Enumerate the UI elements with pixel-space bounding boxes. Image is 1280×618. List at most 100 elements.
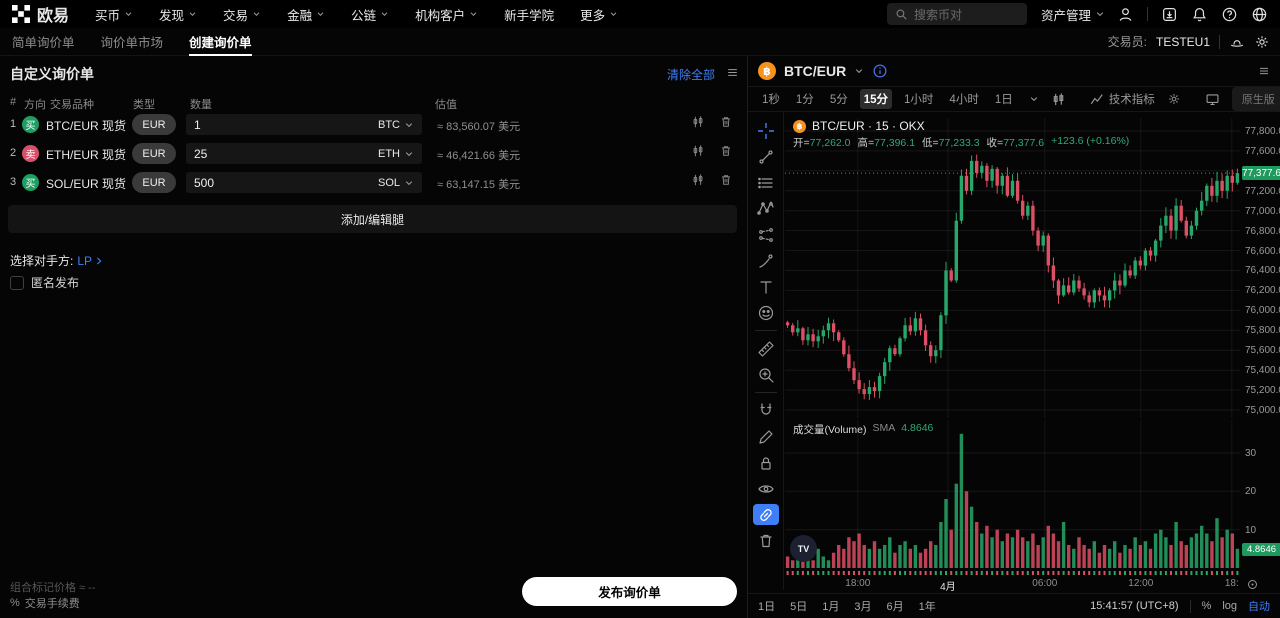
counterparty-link[interactable]: LP <box>77 254 104 268</box>
leg-delete-icon[interactable] <box>719 144 733 158</box>
anonymous-checkbox[interactable] <box>10 275 24 290</box>
menu-item-6[interactable]: 机构客户 <box>415 5 478 24</box>
trend-line-tool-icon[interactable] <box>753 146 779 167</box>
clear-all-link[interactable]: 清除全部 <box>666 68 715 82</box>
amount-input[interactable]: 1 BTC <box>186 114 422 135</box>
auto-scale-button[interactable]: 自动 <box>1248 601 1270 613</box>
range-3月[interactable]: 3月 <box>854 601 872 613</box>
leg-delete-icon[interactable] <box>719 115 733 129</box>
menu-item-8[interactable]: 更多 <box>580 5 618 24</box>
tradingview-logo[interactable]: TV <box>790 535 817 562</box>
eye-tool-icon[interactable] <box>753 478 779 499</box>
zoom-in-tool-icon[interactable] <box>753 364 779 385</box>
instrument-selector[interactable]: ETH/EUR 现货 <box>46 146 140 163</box>
interval-dropdown-icon[interactable] <box>1029 94 1039 104</box>
price-axis[interactable]: 77,800.0 77,600.0 77,200.0 77,000.0 76,800.0… <box>1242 114 1280 592</box>
range-5日[interactable]: 5日 <box>790 601 808 613</box>
instrument-label: ETH/EUR 现货 <box>46 148 127 162</box>
interval-1秒[interactable]: 1秒 <box>762 94 780 106</box>
range-1日[interactable]: 1日 <box>758 601 776 613</box>
help-icon[interactable] <box>1221 6 1238 23</box>
publish-rfq-button[interactable]: 发布询价单 <box>522 577 737 606</box>
interval-1小时[interactable]: 1小时 <box>904 94 934 106</box>
magnet-tool-icon[interactable] <box>753 400 779 421</box>
leg-chart-icon[interactable] <box>691 173 705 187</box>
native-version-tab[interactable]: 原生版 <box>1241 94 1275 106</box>
type-pill[interactable]: EUR <box>132 172 176 193</box>
ruler-tool-icon[interactable] <box>753 338 779 359</box>
menu-item-5[interactable]: 公链 <box>351 5 389 24</box>
globe-icon[interactable] <box>1251 6 1268 23</box>
candle-style-icon[interactable] <box>1051 92 1066 107</box>
tab-3[interactable]: 创建询价单 <box>187 28 254 56</box>
range-1月[interactable]: 1月 <box>822 601 840 613</box>
amount-input[interactable]: 500 SOL <box>186 172 422 193</box>
xabcd-pattern-tool-icon[interactable] <box>753 198 779 219</box>
range-1年[interactable]: 1年 <box>918 601 936 613</box>
instrument-selector[interactable]: BTC/EUR 现货 <box>46 117 140 134</box>
screenshot-icon[interactable] <box>1205 92 1220 107</box>
menu-item-2[interactable]: 发现 <box>159 5 197 24</box>
menu-item-7[interactable]: 新手学院 <box>504 5 554 24</box>
leg-chart-icon[interactable] <box>691 115 705 129</box>
indicator-settings-gear-icon[interactable] <box>1167 92 1181 106</box>
leg-chart-icon[interactable] <box>691 144 705 158</box>
chevron-down-icon[interactable] <box>854 66 864 76</box>
instrument-selector[interactable]: SOL/EUR 现货 <box>46 175 140 192</box>
interval-1分[interactable]: 1分 <box>795 94 814 106</box>
percent-scale-button[interactable]: % <box>1201 600 1212 612</box>
volume-chart[interactable] <box>785 420 1240 568</box>
chart-scrollbar-strip[interactable] <box>785 570 1240 576</box>
forecast-tool-icon[interactable] <box>753 224 779 245</box>
clock[interactable]: 15:41:57 (UTC+8) <box>1090 600 1179 612</box>
leg-delete-icon[interactable] <box>719 173 733 187</box>
emoji-tool-icon[interactable] <box>753 302 779 323</box>
leg-actions <box>691 144 733 158</box>
range-6月[interactable]: 6月 <box>886 601 904 613</box>
lock-tool-icon[interactable] <box>753 452 779 473</box>
text-tool-icon[interactable] <box>753 276 779 297</box>
amount-input[interactable]: 25 ETH <box>186 143 422 164</box>
type-pill[interactable]: EUR <box>132 114 176 135</box>
add-edit-legs-button[interactable]: 添加/编辑腿 <box>8 205 737 233</box>
search-box[interactable]: 搜索币对 <box>886 3 1027 25</box>
type-pill[interactable]: EUR <box>132 143 176 164</box>
currency-selector[interactable]: BTC <box>378 119 414 131</box>
chart-pair[interactable]: BTC/EUR <box>784 63 847 79</box>
download-icon[interactable] <box>1161 6 1178 23</box>
service-hat-icon[interactable] <box>1229 34 1245 50</box>
assets-dropdown[interactable]: 资产管理 <box>1041 5 1105 24</box>
brush-tool-icon[interactable] <box>753 250 779 271</box>
log-scale-button[interactable]: log <box>1222 600 1237 612</box>
currency-selector[interactable]: SOL <box>378 177 414 189</box>
horizontal-lines-tool-icon[interactable] <box>753 172 779 193</box>
interval-5分[interactable]: 5分 <box>829 94 848 106</box>
pencil-tool-icon[interactable] <box>753 426 779 447</box>
candlestick-chart[interactable] <box>785 118 1240 418</box>
panel-menu-icon[interactable] <box>1258 65 1270 77</box>
tab-2[interactable]: 询价单市场 <box>100 36 164 50</box>
bell-icon[interactable] <box>1191 6 1208 23</box>
gear-icon[interactable] <box>1254 34 1270 50</box>
link-tool-icon[interactable] <box>752 504 779 525</box>
trash-tool-icon[interactable] <box>753 530 779 551</box>
user-icon[interactable] <box>1117 6 1134 23</box>
time-axis[interactable]: 18:00 4月 06:00 12:00 18: <box>785 576 1240 593</box>
side-badge-buy: 买 <box>22 116 39 133</box>
info-icon[interactable] <box>872 63 888 79</box>
tab-1[interactable]: 简单询价单 <box>12 36 75 50</box>
menu-item-1[interactable]: 买币 <box>95 5 133 24</box>
currency-selector[interactable]: ETH <box>378 148 414 160</box>
leg-index: 3 <box>10 176 17 188</box>
indicators-button[interactable]: 技术指标 <box>1090 91 1155 107</box>
crosshair-tool-icon[interactable] <box>753 120 779 141</box>
interval-1日[interactable]: 1日 <box>994 94 1013 106</box>
interval-15分[interactable]: 15分 <box>859 89 893 109</box>
menu-item-label: 机构客户 <box>415 8 466 23</box>
menu-icon[interactable] <box>726 66 739 79</box>
scroll-to-realtime-icon[interactable] <box>1246 578 1259 591</box>
menu-item-4[interactable]: 金融 <box>287 5 325 24</box>
interval-4小时[interactable]: 4小时 <box>949 94 979 106</box>
okx-logo[interactable]: 欧易 <box>12 2 69 26</box>
menu-item-3[interactable]: 交易 <box>223 5 261 24</box>
